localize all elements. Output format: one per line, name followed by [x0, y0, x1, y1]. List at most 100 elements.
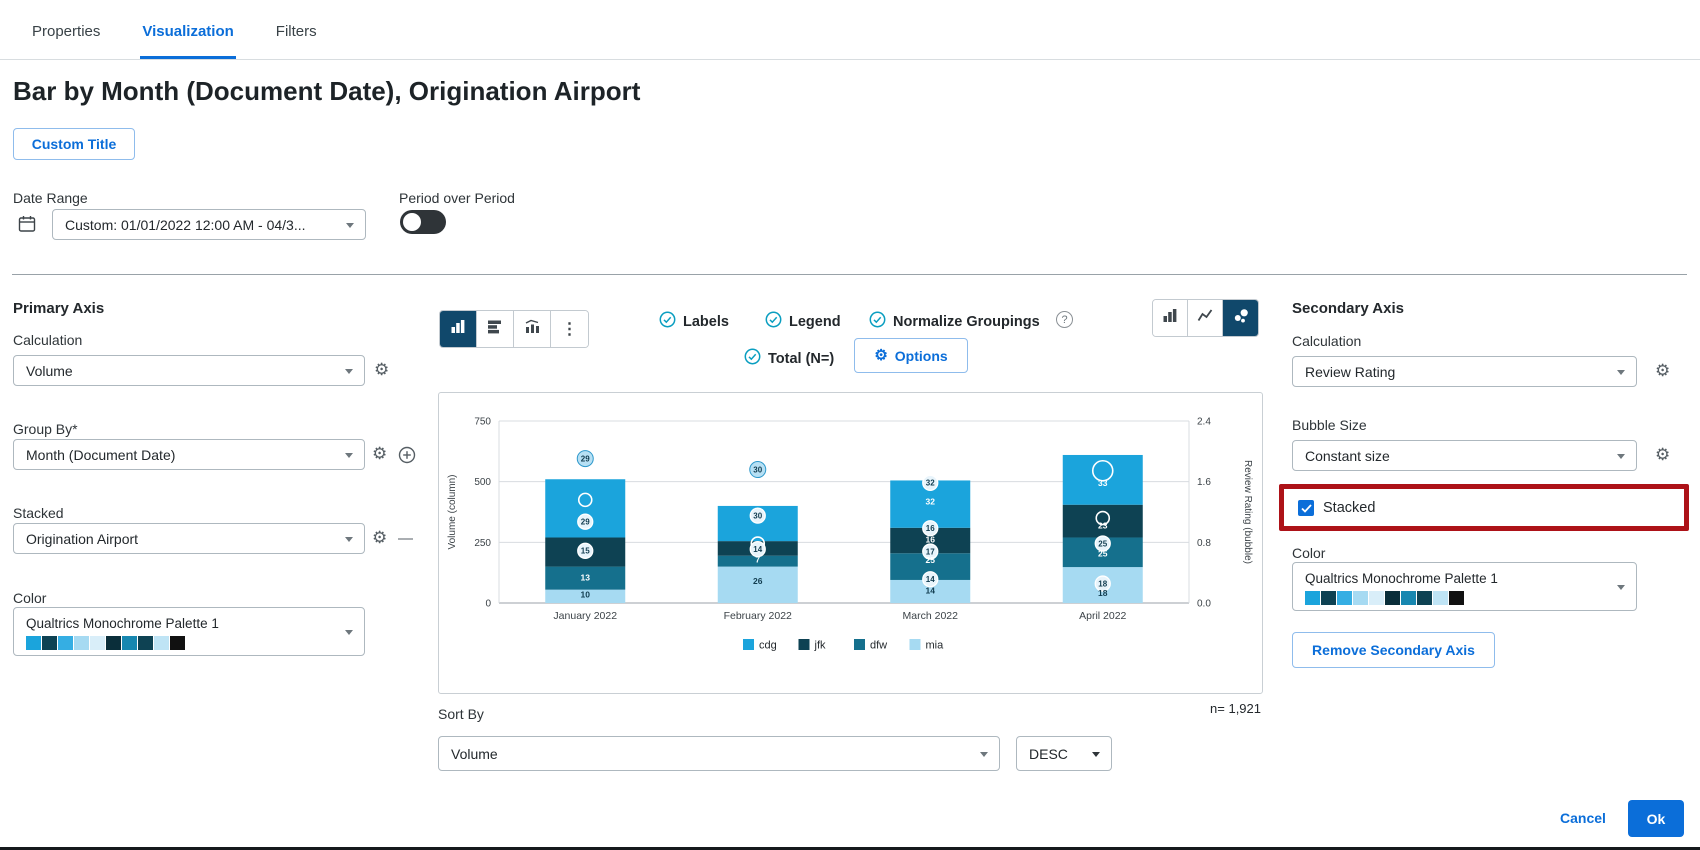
svg-text:25: 25	[1098, 539, 1107, 548]
horizontal-bar-chart-icon	[487, 319, 503, 339]
chevron-down-icon	[1617, 584, 1625, 590]
custom-title-button[interactable]: Custom Title	[13, 128, 135, 160]
sort-direction-select[interactable]: DESC	[1016, 736, 1112, 771]
svg-text:7: 7	[755, 554, 760, 564]
svg-text:dfw: dfw	[870, 640, 887, 652]
add-group-icon[interactable]	[398, 446, 416, 469]
chart-panel: 0 0.0 250 0.8 500 1.6 750 2.4 January 2022 Februa…	[438, 392, 1263, 694]
secondary-axis-title: Secondary Axis	[1292, 300, 1404, 317]
secondary-type-line-button[interactable]	[1188, 300, 1223, 336]
primary-color-label: Color	[13, 590, 47, 606]
bubble-size-select[interactable]: Constant size	[1292, 440, 1637, 471]
chevron-down-icon	[345, 629, 353, 635]
primary-axis-title: Primary Axis	[13, 300, 105, 317]
vertical-bar-chart-icon	[450, 319, 466, 339]
date-range-select[interactable]: Custom: 01/01/2022 12:00 AM - 04/3...	[52, 209, 366, 240]
svg-text:25: 25	[1098, 548, 1108, 558]
legend-toggle[interactable]: Legend	[765, 311, 841, 333]
svg-text:Volume (column): Volume (column)	[447, 474, 458, 549]
gear-icon[interactable]: ⚙	[1655, 445, 1671, 464]
calendar-icon[interactable]	[17, 214, 37, 239]
ok-button[interactable]: Ok	[1628, 800, 1684, 837]
chevron-down-icon	[346, 222, 354, 228]
secondary-color-palette-select[interactable]: Qualtrics Monochrome Palette 1	[1292, 562, 1637, 611]
gear-icon[interactable]: ⚙	[1655, 361, 1671, 380]
svg-text:26: 26	[753, 576, 763, 586]
svg-text:0.0: 0.0	[1197, 599, 1211, 610]
svg-text:cdg: cdg	[759, 640, 777, 652]
cancel-button[interactable]: Cancel	[1560, 810, 1606, 826]
svg-text:April 2022: April 2022	[1079, 610, 1126, 622]
svg-text:17: 17	[926, 547, 935, 556]
kebab-menu-icon: ⋮	[561, 321, 578, 338]
secondary-type-bubble-button[interactable]	[1223, 300, 1258, 336]
palette-swatches	[1305, 590, 1464, 605]
svg-text:15: 15	[581, 547, 590, 556]
svg-text:1.6: 1.6	[1197, 477, 1211, 488]
chart-type-horizontal-bar-button[interactable]	[477, 311, 514, 347]
primary-stacked-select[interactable]: Origination Airport	[13, 523, 365, 554]
primary-color-palette-select[interactable]: Qualtrics Monochrome Palette 1	[13, 607, 365, 656]
svg-text:14: 14	[926, 575, 935, 584]
normalize-groupings-toggle[interactable]: Normalize Groupings	[869, 311, 1040, 333]
chevron-down-icon	[1092, 751, 1100, 757]
n-count-label: n= 1,921	[1210, 701, 1261, 716]
chart-type-combo-button[interactable]	[514, 311, 551, 347]
secondary-chart-type-toolbar	[1152, 299, 1259, 337]
group-by-select[interactable]: Month (Document Date)	[13, 439, 365, 470]
period-over-period-toggle[interactable]	[400, 210, 446, 234]
chevron-down-icon	[1617, 453, 1625, 459]
bar-chart-icon	[1162, 308, 1178, 328]
labels-toggle[interactable]: Labels	[659, 311, 729, 333]
chevron-down-icon	[345, 536, 353, 542]
chevron-down-icon	[980, 751, 988, 757]
svg-text:16: 16	[926, 524, 935, 533]
section-divider	[12, 274, 1687, 275]
remove-group-icon[interactable]: —	[398, 530, 413, 547]
svg-text:0.8: 0.8	[1197, 538, 1211, 549]
svg-text:March 2022: March 2022	[903, 610, 959, 622]
secondary-stacked-label: Stacked	[1323, 500, 1376, 516]
secondary-calculation-label: Calculation	[1292, 333, 1362, 349]
tab-properties[interactable]: Properties	[32, 22, 101, 40]
secondary-stacked-checkbox[interactable]	[1298, 500, 1314, 516]
gear-icon[interactable]: ⚙	[372, 528, 388, 547]
combo-chart-icon	[524, 319, 540, 339]
sort-by-select[interactable]: Volume	[438, 736, 1000, 771]
svg-text:January 2022: January 2022	[553, 610, 617, 622]
svg-text:500: 500	[474, 477, 491, 488]
svg-text:33: 33	[1098, 478, 1108, 488]
svg-text:February 2022: February 2022	[724, 610, 792, 622]
gear-icon[interactable]: ⚙	[374, 360, 390, 379]
svg-text:2.4: 2.4	[1197, 417, 1211, 428]
check-circle-icon	[659, 311, 676, 333]
options-button[interactable]: ⚙ Options	[854, 338, 968, 373]
svg-text:18: 18	[1098, 579, 1107, 588]
secondary-calculation-select[interactable]: Review Rating	[1292, 356, 1637, 387]
toggle-knob	[403, 213, 421, 231]
chart-more-options-button[interactable]: ⋮	[551, 311, 588, 347]
check-circle-icon	[744, 348, 761, 370]
svg-text:13: 13	[581, 573, 591, 583]
svg-text:32: 32	[926, 479, 935, 488]
svg-text:25: 25	[926, 555, 936, 565]
tab-filters[interactable]: Filters	[275, 22, 317, 40]
chart-type-vertical-bar-button[interactable]	[440, 311, 477, 347]
line-chart-icon	[1197, 308, 1213, 328]
primary-calculation-label: Calculation	[13, 332, 83, 348]
svg-text:10: 10	[581, 590, 591, 600]
tab-visualization[interactable]: Visualization	[140, 0, 236, 59]
gear-icon[interactable]: ⚙	[372, 444, 388, 463]
tab-bar: Properties Visualization Filters	[0, 0, 1700, 60]
chart-canvas[interactable]: 0 0.0 250 0.8 500 1.6 750 2.4 January 2022 Februa…	[439, 393, 1262, 693]
chevron-down-icon	[345, 452, 353, 458]
secondary-type-bar-button[interactable]	[1153, 300, 1188, 336]
remove-secondary-axis-button[interactable]: Remove Secondary Axis	[1292, 632, 1495, 668]
chart-type-toolbar: ⋮	[439, 310, 589, 348]
bubble-size-label: Bubble Size	[1292, 417, 1367, 433]
total-n-toggle[interactable]: Total (N=)	[744, 348, 834, 370]
help-icon[interactable]: ?	[1056, 311, 1073, 328]
primary-calculation-select[interactable]: Volume	[13, 355, 365, 386]
window-bottom-bar	[0, 847, 1700, 850]
